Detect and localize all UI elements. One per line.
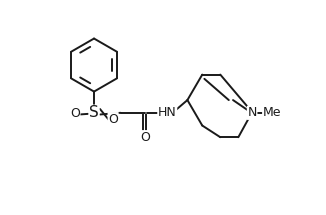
Text: O: O [108,113,118,126]
Text: O: O [70,107,80,120]
Text: Me: Me [263,106,281,119]
Text: O: O [140,131,150,144]
Text: HN: HN [158,106,177,119]
Text: N: N [247,106,257,119]
Text: S: S [89,105,99,120]
